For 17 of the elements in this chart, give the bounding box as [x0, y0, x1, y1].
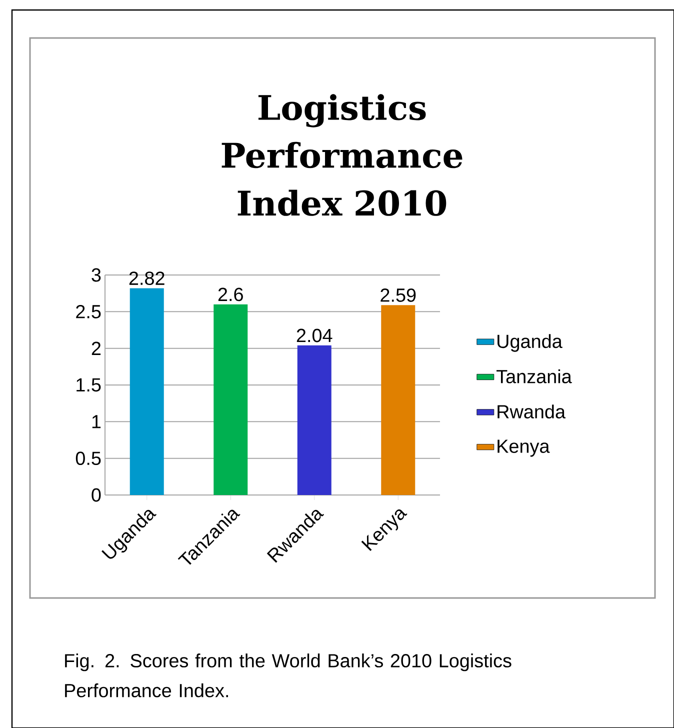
legend-label: Tanzania	[496, 369, 572, 384]
legend-label: Kenya	[498, 440, 550, 457]
y-tick-label: 0	[92, 488, 101, 502]
y-tick-label: 1.5	[76, 378, 101, 392]
y-tick-label: 3	[92, 268, 101, 282]
legend-label: Uganda	[498, 334, 562, 352]
y-tick-label: 2.5	[76, 304, 101, 318]
y-tick-label: 2	[92, 342, 101, 355]
y-tick-label: 0.5	[76, 452, 101, 466]
chart-title: Logistics Performance Index 2010	[222, 94, 462, 216]
y-tick-label: 1	[92, 415, 101, 428]
data-label: 2.59	[380, 288, 416, 302]
legend-label: Rwanda	[498, 404, 566, 418]
caption: Fig. 2. Scores from the World Bank’s 2010 Logistics Performance Index.	[65, 654, 512, 698]
data-label: 2.82	[129, 272, 164, 286]
data-label: 2.6	[218, 288, 243, 302]
data-label: 2.04	[296, 328, 332, 342]
